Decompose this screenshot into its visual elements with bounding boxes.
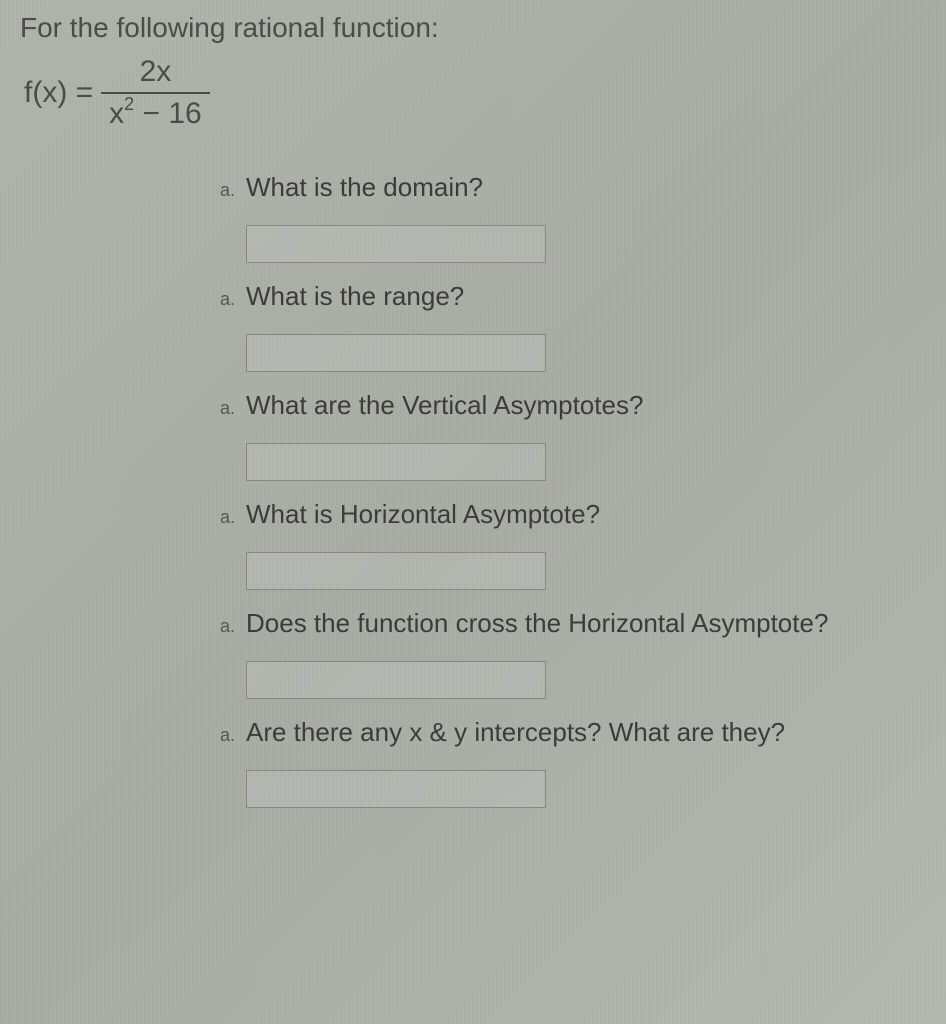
questions-container: a. What is the domain? a. What is the ra… bbox=[220, 172, 926, 808]
question-label: a. bbox=[220, 507, 238, 528]
answer-input[interactable] bbox=[246, 770, 546, 808]
denominator-exponent: 2 bbox=[124, 94, 134, 114]
answer-input[interactable] bbox=[246, 334, 546, 372]
question-label: a. bbox=[220, 398, 238, 419]
question-label: a. bbox=[220, 289, 238, 310]
intro-text: For the following rational function: bbox=[20, 12, 926, 44]
question-text: Are there any x & y intercepts? What are… bbox=[246, 717, 785, 748]
answer-input[interactable] bbox=[246, 225, 546, 263]
question-block: a. What is Horizontal Asymptote? bbox=[220, 499, 926, 590]
question-block: a. Does the function cross the Horizonta… bbox=[220, 608, 926, 699]
question-text: Does the function cross the Horizontal A… bbox=[246, 608, 828, 639]
formula-fraction: 2x x2 − 16 bbox=[101, 54, 210, 132]
denominator-base: x bbox=[109, 97, 124, 130]
formula-denominator: x2 − 16 bbox=[101, 92, 210, 132]
question-text: What is Horizontal Asymptote? bbox=[246, 499, 600, 530]
function-formula: f(x) = 2x x2 − 16 bbox=[24, 54, 926, 132]
question-block: a. What is the range? bbox=[220, 281, 926, 372]
question-label: a. bbox=[220, 616, 238, 637]
question-label: a. bbox=[220, 725, 238, 746]
denominator-rest: − 16 bbox=[134, 97, 202, 130]
question-block: a. Are there any x & y intercepts? What … bbox=[220, 717, 926, 808]
question-label: a. bbox=[220, 180, 238, 201]
question-text: What are the Vertical Asymptotes? bbox=[246, 390, 643, 421]
question-text: What is the domain? bbox=[246, 172, 483, 203]
answer-input[interactable] bbox=[246, 552, 546, 590]
question-block: a. What are the Vertical Asymptotes? bbox=[220, 390, 926, 481]
answer-input[interactable] bbox=[246, 661, 546, 699]
question-block: a. What is the domain? bbox=[220, 172, 926, 263]
answer-input[interactable] bbox=[246, 443, 546, 481]
question-text: What is the range? bbox=[246, 281, 464, 312]
formula-numerator: 2x bbox=[122, 54, 190, 92]
formula-lhs: f(x) = bbox=[24, 76, 93, 110]
